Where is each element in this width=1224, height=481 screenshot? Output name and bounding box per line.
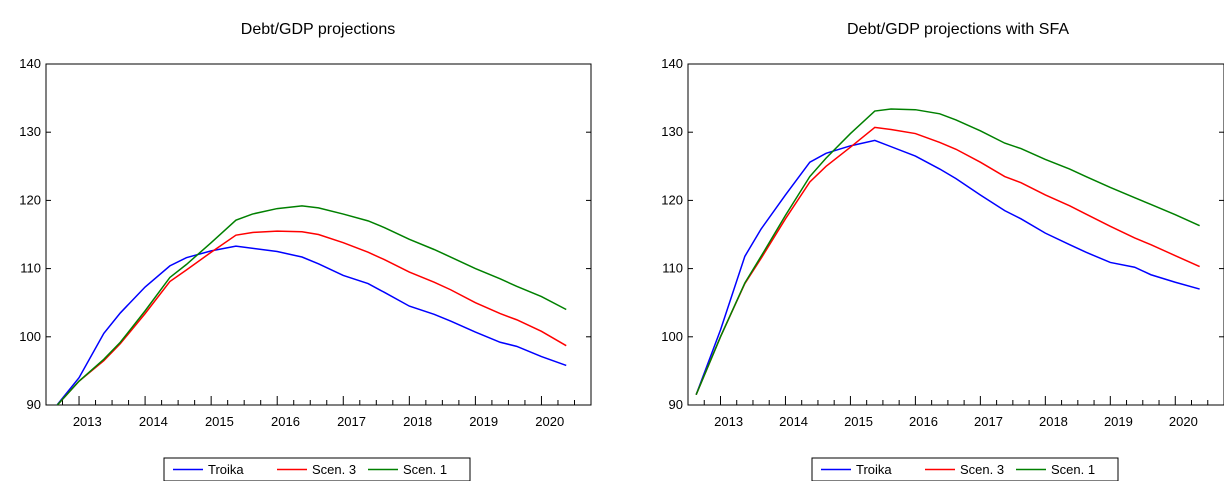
series-line-scen-3	[695, 126, 1200, 396]
plot-frame	[687, 63, 1224, 406]
y-tick-label: 100	[19, 329, 41, 344]
y-tick-label: 120	[19, 192, 41, 207]
x-tick-label: 2016	[271, 414, 300, 429]
legend-box	[163, 457, 471, 481]
series-line-scen-3	[56, 230, 567, 405]
series-line-scen-1	[56, 205, 567, 405]
legend-box	[811, 457, 1119, 481]
chart-title: Debt/GDP projections with SFA	[847, 21, 1069, 38]
chart-panel-2: Debt/GDP projections with SFA 90 100 110 120…	[661, 21, 1224, 481]
y-tick-label: 90	[669, 397, 683, 412]
x-tick-label: 2020	[535, 414, 564, 429]
x-tick-label: 2014	[779, 414, 808, 429]
y-tick-label: 120	[661, 192, 683, 207]
x-tick-label: 2019	[469, 414, 498, 429]
y-tick-label: 110	[20, 261, 41, 276]
x-tick-label: 2018	[403, 414, 432, 429]
series-line-troika	[695, 139, 1200, 396]
x-tick-label: 2013	[714, 414, 743, 429]
y-tick-label: 100	[661, 329, 683, 344]
y-tick-label: 90	[27, 397, 41, 412]
legend-label: Scen. 1	[1051, 462, 1095, 477]
series-line-troika	[56, 245, 567, 405]
chart-panel-1: Debt/GDP projections 90 100 110 120 130 140 201…	[19, 21, 592, 481]
series-line-scen-1	[695, 108, 1200, 396]
x-tick-label: 2016	[909, 414, 938, 429]
x-tick-label: 2015	[844, 414, 873, 429]
legend: Troika Scen. 3 Scen. 1	[811, 457, 1119, 481]
legend-label: Troika	[208, 462, 244, 477]
legend-label: Troika	[856, 462, 892, 477]
chart-title: Debt/GDP projections	[241, 21, 395, 38]
x-tick-label: 2014	[139, 414, 168, 429]
y-tick-label: 130	[19, 124, 41, 139]
y-tick-label: 130	[661, 124, 683, 139]
legend-label: Scen. 1	[403, 462, 447, 477]
y-tick-label: 140	[19, 56, 41, 71]
plot-frame	[45, 63, 592, 406]
x-tick-label: 2017	[337, 414, 366, 429]
x-tick-label: 2013	[73, 414, 102, 429]
x-tick-label: 2020	[1169, 414, 1198, 429]
x-tick-label: 2018	[1039, 414, 1068, 429]
legend-label: Scen. 3	[960, 462, 1004, 477]
legend: Troika Scen. 3 Scen. 1	[163, 457, 471, 481]
legend-label: Scen. 3	[312, 462, 356, 477]
x-tick-label: 2019	[1104, 414, 1133, 429]
y-tick-label: 110	[662, 261, 683, 276]
y-tick-label: 140	[661, 56, 683, 71]
x-tick-label: 2015	[205, 414, 234, 429]
x-tick-label: 2017	[974, 414, 1003, 429]
